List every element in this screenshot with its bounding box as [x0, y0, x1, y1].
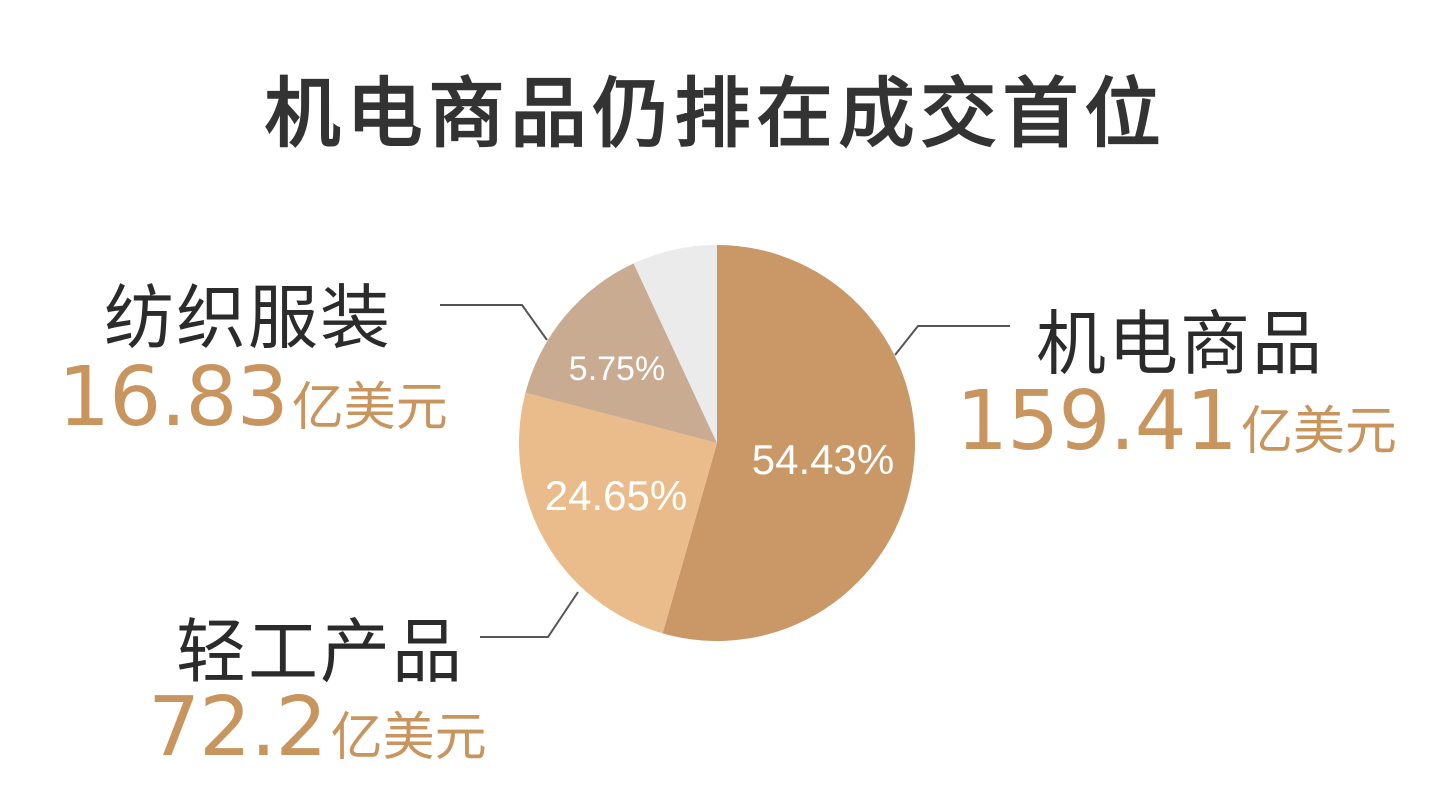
- value-label-qinggong: 72.2亿美元: [148, 680, 487, 775]
- category-label-jidian: 机电商品: [1036, 303, 1324, 385]
- value-unit-fangzhi: 亿美元: [291, 378, 448, 438]
- value-unit-jidian: 亿美元: [1240, 402, 1397, 462]
- value-label-jidian: 159.41亿美元: [956, 374, 1397, 469]
- pie-slice-other: [633, 245, 717, 443]
- chart-title: 机电商品仍排在成交首位: [264, 69, 1167, 158]
- value-number-fangzhi: 16.83: [58, 350, 289, 445]
- leader-line-qinggong: [480, 591, 579, 638]
- leader-line-fangzhi: [440, 304, 548, 341]
- value-unit-qinggong: 亿美元: [330, 708, 487, 768]
- slice-label-qinggong: 24.65%: [545, 472, 687, 519]
- value-label-fangzhi: 16.83亿美元: [58, 350, 448, 445]
- leader-line-jidian: [894, 325, 1010, 356]
- value-number-jidian: 159.41: [956, 374, 1238, 469]
- slice-label-jidian: 54.43%: [752, 436, 894, 483]
- slice-label-fangzhi: 5.75%: [569, 350, 665, 388]
- value-number-qinggong: 72.2: [148, 680, 328, 775]
- category-label-qinggong: 轻工产品: [176, 611, 464, 693]
- category-label-fangzhi: 纺织服装: [104, 277, 392, 359]
- pie-slice-jidian: [662, 245, 916, 641]
- pie-slice-qinggong: [519, 392, 717, 634]
- pie-slice-fangzhi: [525, 263, 717, 443]
